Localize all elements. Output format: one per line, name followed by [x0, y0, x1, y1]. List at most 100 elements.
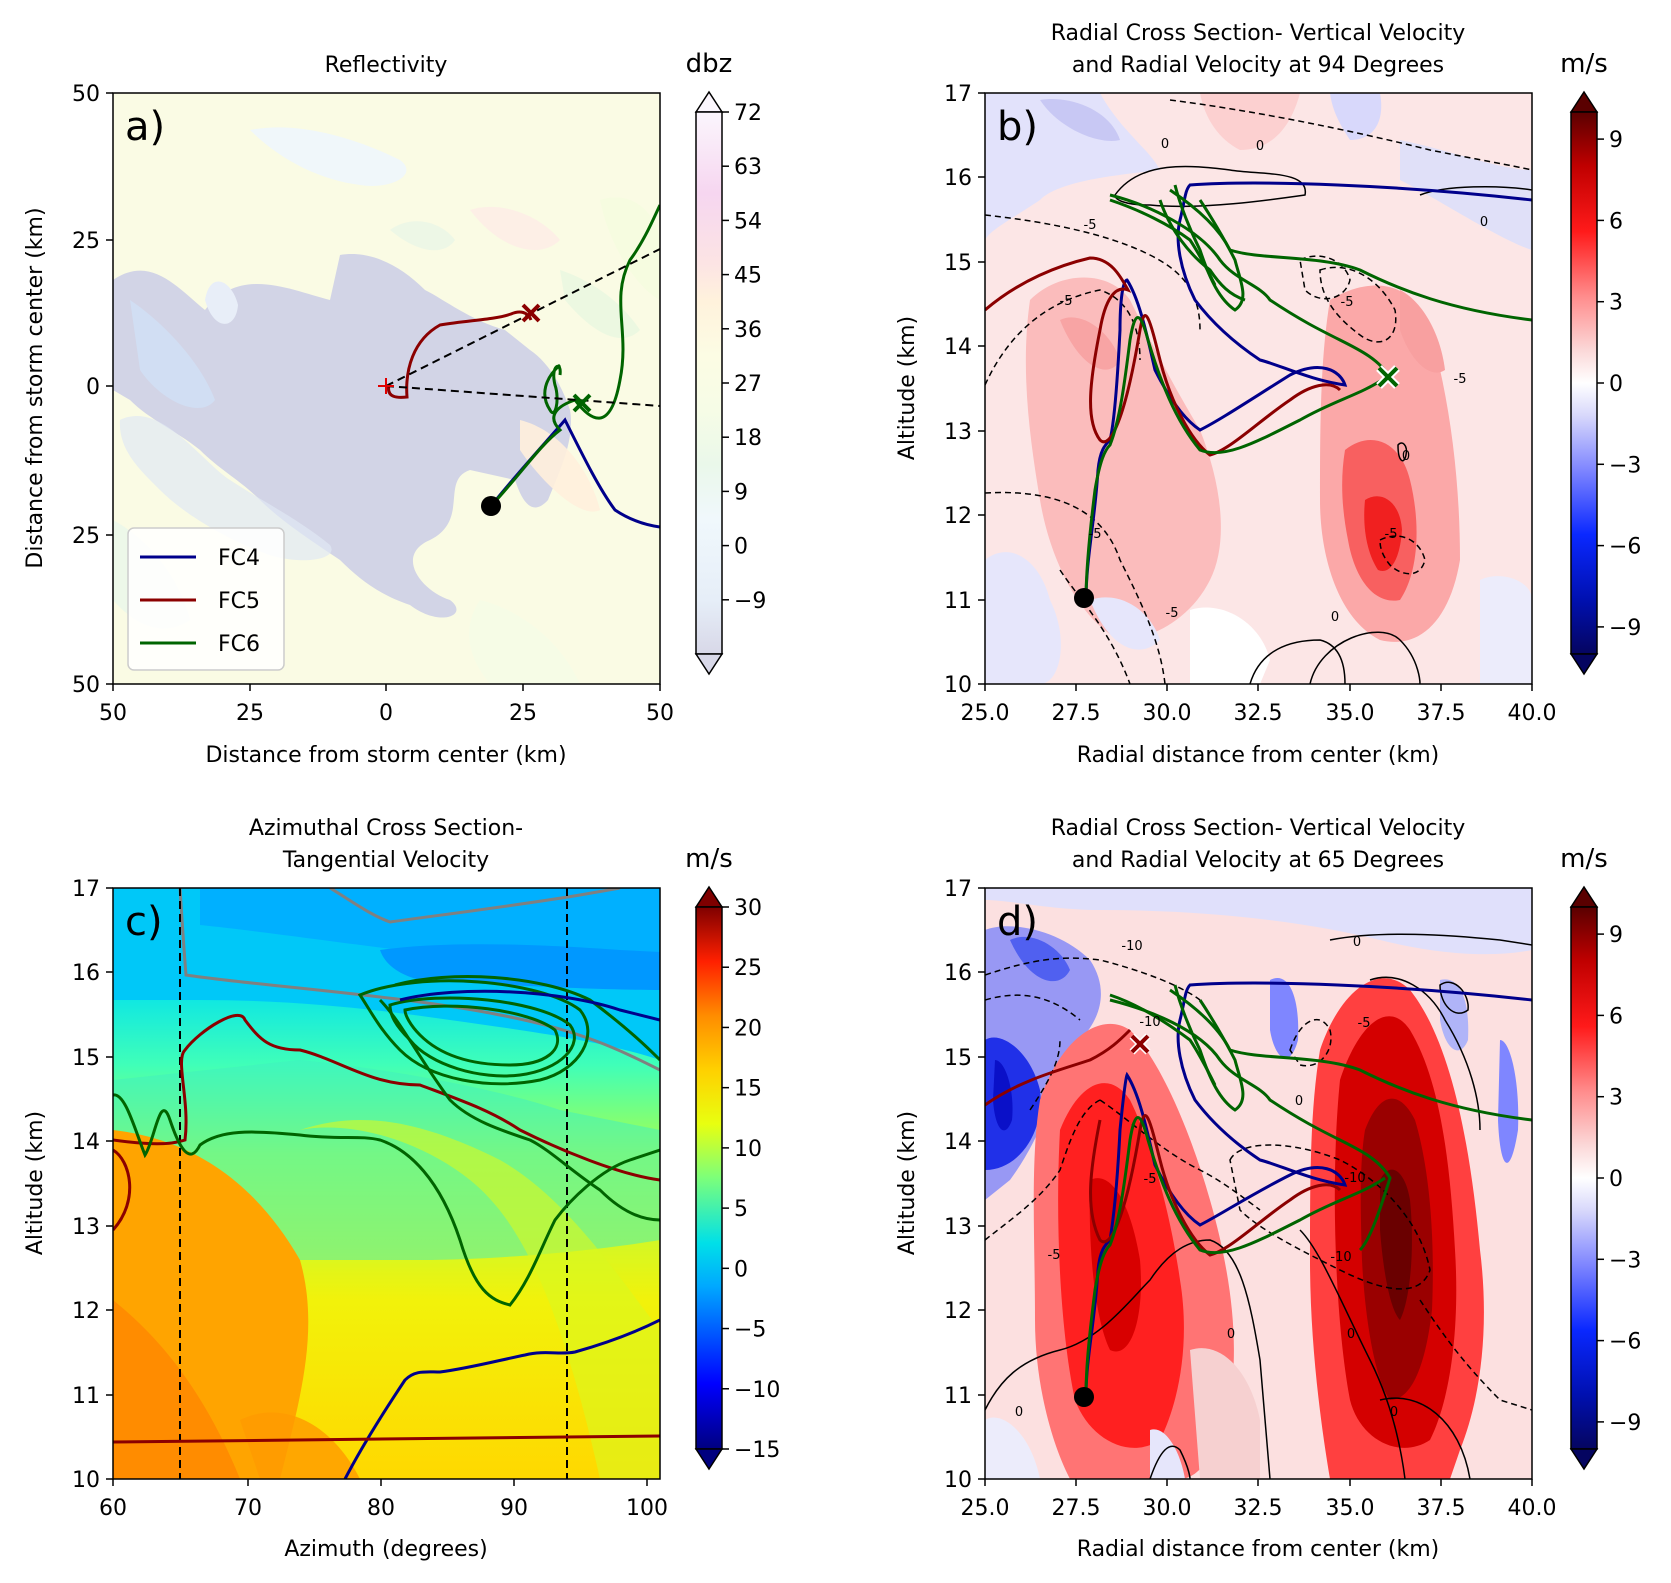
y-tick-label: 17 — [72, 877, 100, 902]
start-dot-marker — [481, 496, 501, 516]
x-tick-label: 32.5 — [1234, 1496, 1283, 1521]
colorbar-tick-label: 0 — [734, 1257, 748, 1282]
contour-label: 0 — [1402, 449, 1410, 464]
colorbar-tick-label: 0 — [734, 535, 748, 560]
panel-c: Azimuthal Cross Section- Tangential Velo… — [23, 816, 780, 1562]
x-tick-label: 80 — [367, 1496, 395, 1521]
x-tick-label: 37.5 — [1417, 701, 1466, 726]
panel-b-xlabel: Radial distance from center (km) — [1077, 743, 1439, 768]
panel-b-ylabel: Altitude (km) — [895, 316, 920, 460]
colorbar-tick-label: 3 — [1609, 1086, 1623, 1111]
y-tick-label: 25 — [72, 524, 100, 549]
legend: FC4 FC5 FC6 — [127, 527, 285, 671]
colorbar-tick-label: 0 — [1609, 1167, 1623, 1192]
panel-a-x-ticks: 50 25 0 25 50 — [99, 684, 674, 726]
colorbar-tick-label: 54 — [734, 209, 762, 234]
x-tick-label: 50 — [99, 701, 127, 726]
colorbar-tick-label: 6 — [1609, 1004, 1623, 1029]
panel-d-y-ticks: 10 11 12 13 14 15 16 17 — [944, 877, 985, 1493]
panel-c-field — [113, 888, 660, 1479]
fc5-x-marker — [521, 303, 541, 323]
colorbar-tick-label: −3 — [1609, 453, 1641, 478]
panel-c-subtitle: Tangential Velocity — [282, 848, 489, 873]
colorbar-b-label: m/s — [1560, 49, 1608, 79]
colorbar-c: m/s 30 25 20 15 10 5 0 −5 −10 −15 — [685, 844, 780, 1471]
colorbar-tick-label: 72 — [734, 101, 762, 126]
fc5-x-marker — [1129, 1033, 1151, 1055]
colorbar-tick-label: 6 — [1609, 209, 1623, 234]
panel-a-letter: a) — [125, 104, 165, 150]
colorbar-tick-label: 45 — [734, 264, 762, 289]
x-tick-label: 40.0 — [1508, 1496, 1557, 1521]
legend-box — [127, 527, 285, 671]
y-tick-label: 25 — [72, 229, 100, 254]
contour-label: -5 — [1166, 606, 1179, 621]
panel-d-letter: d) — [997, 899, 1038, 945]
colorbar-tick-label: 63 — [734, 155, 762, 180]
contour-label: 0 — [1331, 610, 1339, 625]
contour-label: 0 — [1256, 139, 1264, 154]
colorbar-tick-label: 9 — [1609, 128, 1623, 153]
y-tick-label: 15 — [944, 1046, 972, 1071]
colorbar-tick-label: 0 — [1609, 372, 1623, 397]
colorbar-tick-label: −6 — [1609, 535, 1641, 560]
contour-label: -10 — [1121, 939, 1142, 954]
y-tick-label: 12 — [72, 1299, 100, 1324]
panel-b-letter: b) — [997, 104, 1038, 150]
legend-label-fc6: FC6 — [218, 632, 260, 657]
legend-label-fc4: FC4 — [218, 546, 260, 571]
panel-c-y-ticks: 10 11 12 13 14 15 16 17 — [72, 877, 113, 1493]
colorbar-tick-label: 9 — [1609, 923, 1623, 948]
colorbar-tick-label: 25 — [734, 956, 762, 981]
x-tick-label: 90 — [500, 1496, 528, 1521]
colorbar-d: m/s 9 6 3 0 −3 −6 −9 — [1560, 844, 1641, 1471]
panel-d-title: Radial Cross Section- Vertical Velocity — [1051, 816, 1466, 841]
contour-label: -5 — [1454, 372, 1467, 387]
panel-b-title: Radial Cross Section- Vertical Velocity — [1051, 21, 1466, 46]
fc6-trajectory — [489, 204, 660, 508]
x-tick-label: 100 — [626, 1496, 668, 1521]
x-tick-label: 37.5 — [1417, 1496, 1466, 1521]
fc6-x-marker — [572, 393, 592, 413]
colorbar-tick-label: −10 — [734, 1378, 780, 1403]
y-tick-label: 0 — [86, 375, 100, 400]
y-tick-label: 13 — [72, 1215, 100, 1240]
y-tick-label: 14 — [944, 1130, 972, 1155]
x-tick-label: 25.0 — [961, 701, 1010, 726]
y-tick-label: 16 — [72, 961, 100, 986]
y-tick-label: 17 — [944, 877, 972, 902]
contour-label: 0 — [1347, 1327, 1355, 1342]
panel-b: Radial Cross Section- Vertical Velocity … — [895, 21, 1641, 768]
contour-label: 0 — [1390, 1405, 1398, 1420]
y-tick-label: 10 — [72, 1468, 100, 1493]
colorbar-tick-label: 27 — [734, 372, 762, 397]
fc6-x-marker — [1376, 365, 1400, 389]
contour-label: -5 — [1385, 527, 1398, 542]
contour-label: 0 — [1295, 1094, 1303, 1109]
x-tick-label: 35.0 — [1326, 701, 1375, 726]
panel-b-field: 0 0 0 0 0 -5 -5 -5 -5 -5 -5 -5 — [985, 93, 1532, 684]
y-tick-label: 12 — [944, 1299, 972, 1324]
contour-label: -10 — [1330, 1250, 1351, 1265]
contour-label: -5 — [1060, 294, 1073, 309]
colorbar-tick-label: 18 — [734, 426, 762, 451]
colorbar-b: m/s 9 6 3 0 −3 −6 −9 — [1560, 49, 1641, 676]
y-tick-label: 14 — [944, 335, 972, 360]
panel-d-subtitle: and Radial Velocity at 65 Degrees — [1072, 848, 1444, 873]
colorbar-tick-label: −9 — [734, 589, 766, 614]
colorbar-tick-label: 36 — [734, 318, 762, 343]
colorbar-a-label: dbz — [686, 49, 733, 79]
colorbar-tick-label: −15 — [734, 1438, 780, 1463]
center-plus-marker — [378, 378, 394, 394]
contour-label: 0 — [1227, 1327, 1235, 1342]
start-dot-marker — [1074, 588, 1094, 608]
contour-label: -5 — [1341, 295, 1354, 310]
y-tick-label: 16 — [944, 166, 972, 191]
panel-d: Radial Cross Section- Vertical Velocity … — [895, 816, 1641, 1562]
panel-c-letter: c) — [125, 899, 163, 945]
colorbar-tick-label: 15 — [734, 1077, 762, 1102]
panel-a: Reflectivity — [23, 49, 766, 768]
contour-label: 0 — [1161, 137, 1169, 152]
colorbar-a: dbz 72 63 54 45 36 27 18 9 0 −9 — [686, 49, 766, 676]
panel-b-y-ticks: 10 11 12 13 14 15 16 17 — [944, 82, 985, 698]
